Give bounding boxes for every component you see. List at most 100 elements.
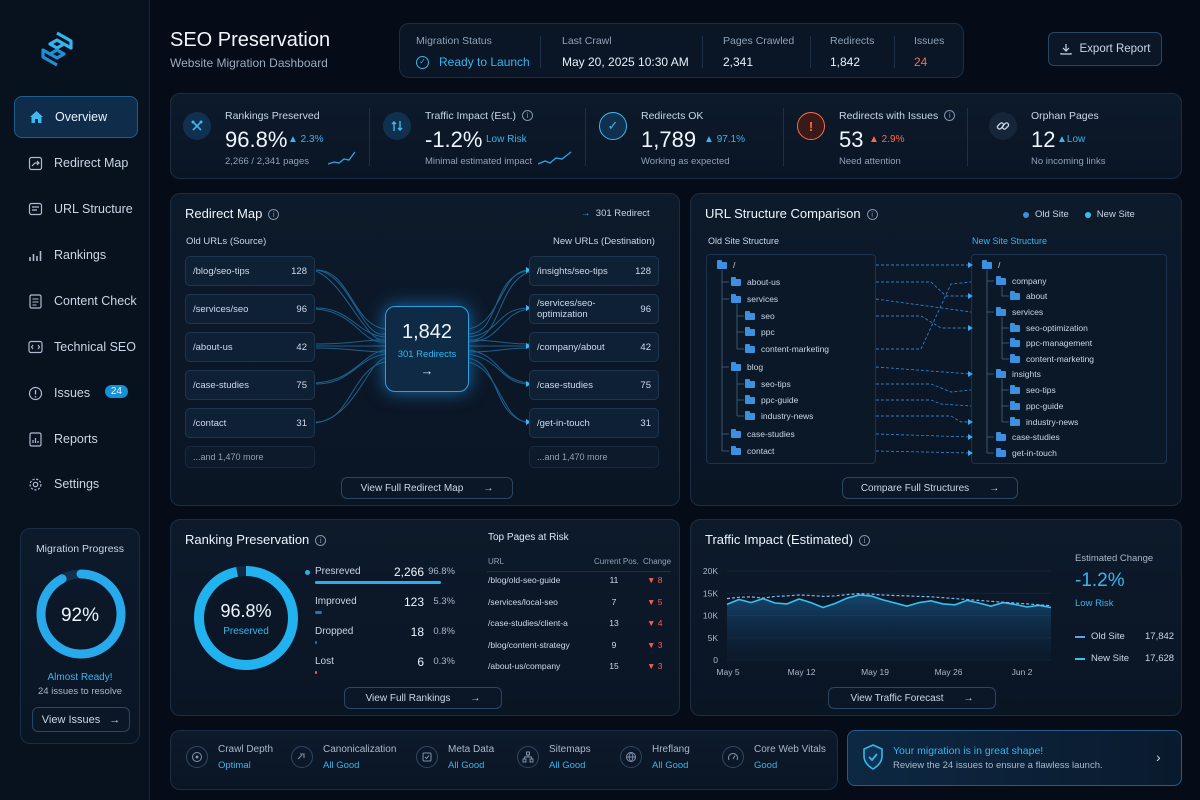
tree-node[interactable]: get-in-touch [996,447,1057,458]
tree-node-label: ppc-guide [1026,401,1064,411]
new-url-item[interactable]: /company/about 42 [529,332,659,362]
tree-node[interactable]: / [717,259,736,270]
sidebar-item-overview[interactable]: Overview [14,96,138,138]
tree-node-label: contact [747,446,775,456]
tree-node[interactable]: ppc-guide [745,394,798,405]
row-count: 123 [403,595,424,609]
old-url-item[interactable]: /contact 31 [185,408,315,438]
url-text: /case-studies [537,379,593,391]
info-icon[interactable]: i [866,209,878,220]
info-icon[interactable]: i [268,209,280,220]
tree-node[interactable]: blog [731,361,763,372]
folder-icon [745,378,755,388]
url-structure-title: URL Structure Comparison [705,206,861,221]
old-url-item[interactable]: /blog/seo-tips 128 [185,256,315,286]
x-tick-label: May 26 [935,667,963,677]
new-structure-label: New Site Structure [972,236,1048,246]
url-text: /case-studies [193,379,249,391]
sidebar-item-issues[interactable]: Issues 24 [14,372,138,414]
tree-node-label: insights [1012,369,1041,379]
info-icon[interactable]: i [522,110,534,121]
info-icon[interactable]: i [944,110,956,121]
tree-node[interactable]: services [731,293,778,304]
migration-banner[interactable]: Your migration is in great shape! Review… [847,730,1182,786]
old-url-item[interactable]: /case-studies 75 [185,370,315,400]
old-urls-more[interactable]: ...and 1,470 more [185,446,315,468]
legend-old-swatch [1075,635,1085,638]
view-full-rankings-button[interactable]: View Full Rankings → [344,687,502,709]
estimated-change-label: Estimated Change [1075,553,1154,564]
old-url-item[interactable]: /about-us 42 [185,332,315,362]
tree-node[interactable]: ppc [745,326,775,337]
legend-301: 301 Redirect [595,208,650,219]
download-icon [1059,43,1072,55]
row-count: 2,266 [393,565,424,579]
view-traffic-forecast-button[interactable]: View Traffic Forecast → [828,687,996,709]
url-count: 75 [640,379,651,391]
old-url-item[interactable]: /services/seo 96 [185,294,315,324]
home-icon [28,109,44,125]
view-issues-label: View Issues [41,713,101,726]
tree-node-label: / [733,260,736,270]
sidebar-item-rankings[interactable]: Rankings [14,234,138,276]
tree-node[interactable]: ppc-guide [1010,400,1064,411]
tree-node[interactable]: contact [731,445,775,456]
check-status: All Good [323,760,360,771]
view-redirect-map-button[interactable]: View Full Redirect Map → [341,477,513,499]
export-report-label: Export Report [1079,43,1151,55]
export-report-button[interactable]: Export Report [1048,32,1162,66]
sidebar-item-technical-seo[interactable]: Technical SEO [14,326,138,368]
kpi-value: 1,789 [641,127,697,152]
tree-node[interactable]: case-studies [996,431,1060,442]
folder-icon [745,410,755,420]
tree-node[interactable]: ppc-management [1010,337,1092,348]
tree-node[interactable]: content-marketing [1010,353,1094,364]
tree-node[interactable]: services [996,306,1043,317]
link-icon [989,112,1017,140]
compare-structures-button[interactable]: Compare Full Structures → [842,477,1018,499]
tree-node[interactable]: seo [745,310,775,321]
folder-icon [731,293,741,303]
chevron-right-icon[interactable]: › [1156,749,1161,765]
globe-icon [620,746,642,768]
sidebar-item-content-check[interactable]: Content Check [14,280,138,322]
sidebar-item-url-structure[interactable]: URL Structure [14,188,138,230]
risk-change: ▼ 4 [647,618,663,628]
view-issues-button[interactable]: View Issues → [32,707,130,732]
tree-node[interactable]: industry-news [1010,416,1078,427]
risk-position: 13 [609,618,619,628]
new-url-item[interactable]: /case-studies 75 [529,370,659,400]
tree-node[interactable]: seo-optimization [1010,322,1088,333]
folder-icon [27,201,43,217]
tree-node[interactable]: about-us [731,276,780,287]
new-url-item[interactable]: /get-in-touch 31 [529,408,659,438]
sidebar-item-redirect-map[interactable]: Redirect Map [14,142,138,184]
sidebar-item-label: Rankings [54,248,107,262]
url-text: /about-us [193,341,233,353]
info-icon[interactable]: i [859,535,871,546]
tree-node[interactable]: company [996,275,1047,286]
structure-mapping-lines [721,262,1009,456]
tree-node[interactable]: / [982,259,1000,270]
tree-node[interactable]: industry-news [745,410,813,421]
new-url-item[interactable]: /services/seo-optimization 96 [529,294,659,324]
ranking-donut-value: 96.8% [220,601,272,621]
tree-node[interactable]: about [1010,290,1047,301]
tree-node[interactable]: seo-tips [745,378,791,389]
tree-node[interactable]: insights [996,368,1041,379]
tree-node[interactable]: case-studies [731,428,795,439]
new-urls-more[interactable]: ...and 1,470 more [529,446,659,468]
redirect-icon [27,155,43,171]
folder-icon [731,276,741,286]
tree-node[interactable]: content-marketing [745,343,829,354]
redirects-label: Redirects [830,35,875,47]
sidebar-item-reports[interactable]: Reports [14,418,138,460]
sidebar-item-settings[interactable]: Settings [14,463,138,505]
url-text: /blog/seo-tips [193,265,250,277]
traffic-icon [383,112,411,140]
tree-node[interactable]: seo-tips [1010,384,1056,395]
url-structure-card: URL Structure Comparison i Old Site New S… [690,193,1182,506]
pages-crawled: Pages Crawled 2,341 [723,35,794,69]
info-icon[interactable]: i [315,535,327,546]
new-url-item[interactable]: /insights/seo-tips 128 [529,256,659,286]
